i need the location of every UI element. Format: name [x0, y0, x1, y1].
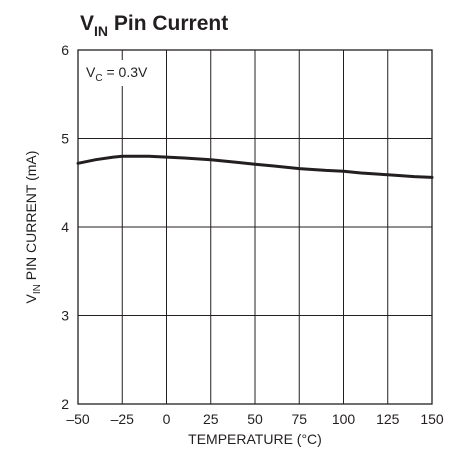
x-tick-label: 50: [247, 411, 263, 427]
x-tick-labels: –50 –25 0 25 50 75 100 125 150: [66, 411, 444, 427]
y-tick-label: 5: [61, 131, 69, 147]
y-tick-labels: 2 3 4 5 6: [61, 42, 69, 412]
annotation-main: V: [86, 64, 96, 80]
series-line: [76, 154, 434, 179]
annotation-background: [82, 60, 166, 86]
y-tick-label: 2: [61, 396, 69, 412]
x-tick-label: 75: [291, 411, 307, 427]
x-axis-label: TEMPERATURE (°C): [188, 431, 322, 447]
y-axis-label-rest: PIN CURRENT (mA): [23, 151, 39, 285]
x-tick-label: 150: [420, 411, 444, 427]
x-tick-label: 100: [332, 411, 356, 427]
plot-frame: [77, 49, 433, 405]
y-tick-label: 6: [61, 42, 69, 58]
x-tick-label: –50: [66, 411, 90, 427]
y-tick-label: 3: [61, 308, 69, 324]
x-tick-label: 25: [203, 411, 219, 427]
chart-title-rest: Pin Current: [108, 12, 228, 35]
horizontal-grid-lines: [78, 138, 432, 316]
x-tick-label: 0: [163, 411, 171, 427]
y-axis-label: VIN PIN CURRENT (mA): [23, 151, 43, 304]
annotation-sub: C: [95, 73, 102, 84]
x-tick-label: –25: [111, 411, 135, 427]
chart-title-sub: IN: [94, 23, 108, 39]
annotation-rest: = 0.3V: [103, 64, 148, 80]
chart-title-main: V: [80, 12, 94, 35]
annotation-condition: VC = 0.3V: [86, 64, 148, 84]
x-tick-label: 125: [376, 411, 400, 427]
y-tick-label: 4: [61, 219, 69, 235]
y-axis-label-main: V: [23, 293, 39, 303]
y-axis-label-sub: IN: [32, 284, 43, 294]
chart-title: VIN Pin Current: [80, 12, 228, 39]
